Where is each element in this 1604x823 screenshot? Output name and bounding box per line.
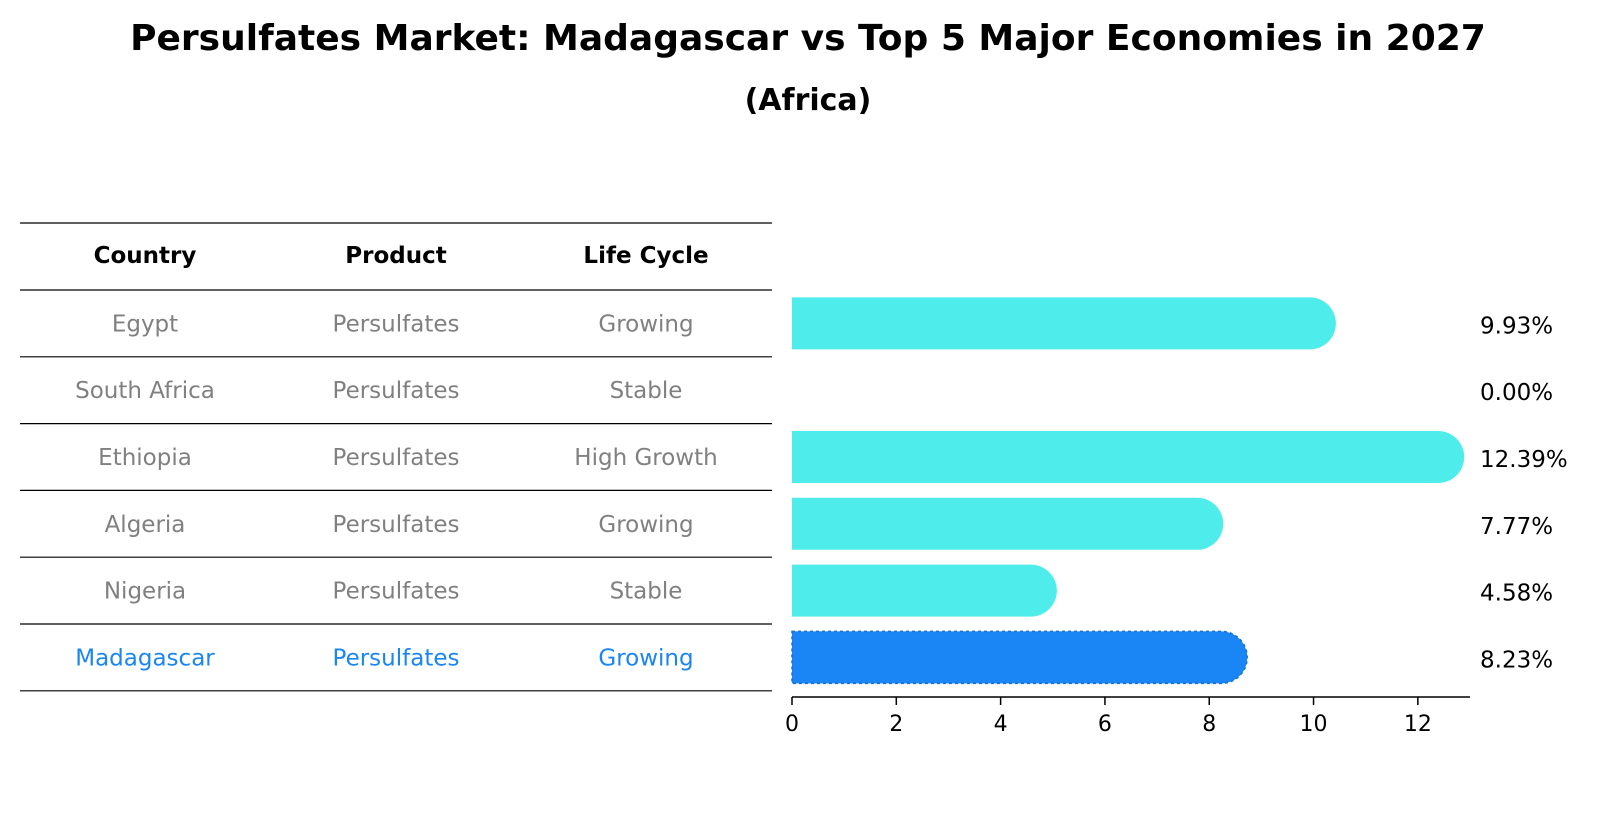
table-cell-country: Egypt xyxy=(112,311,178,337)
x-tick-label: 12 xyxy=(1404,712,1432,737)
bar xyxy=(792,297,1336,350)
table-cell-life-cycle: High Growth xyxy=(574,445,717,471)
bar-value-label: 0.00% xyxy=(1480,380,1553,406)
bar xyxy=(792,564,1057,617)
table-cell-product: Persulfates xyxy=(333,512,460,538)
bar-highlight xyxy=(791,630,1248,685)
table-header-country: Country xyxy=(94,243,197,269)
table-cell-life-cycle: Growing xyxy=(598,645,693,671)
table-header-life-cycle: Life Cycle xyxy=(583,243,708,269)
x-tick-label: 4 xyxy=(994,712,1008,737)
bar xyxy=(792,431,1465,483)
table-cell-life-cycle: Growing xyxy=(598,512,693,538)
bar-value-label: 9.93% xyxy=(1480,313,1553,339)
table-cell-life-cycle: Stable xyxy=(610,579,683,605)
table-cell-country: Ethiopia xyxy=(98,445,192,471)
bar-plot: 9.93% 0.00% 12.39% 7.77% 4.58% 8.23% xyxy=(791,297,1568,685)
bar xyxy=(792,497,1224,550)
table-cell-product: Persulfates xyxy=(333,378,460,404)
x-tick-label: 0 xyxy=(785,712,799,737)
bar-value-label: 12.39% xyxy=(1480,447,1568,473)
x-tick-label: 6 xyxy=(1098,712,1112,737)
bar-value-label: 8.23% xyxy=(1480,647,1553,673)
table-cell-country: South Africa xyxy=(75,378,215,404)
table-cell-life-cycle: Growing xyxy=(598,311,693,337)
table-cell-country: Madagascar xyxy=(75,645,215,671)
x-axis: 0 2 4 6 8 10 12 xyxy=(785,696,1470,737)
table-cell-life-cycle: Stable xyxy=(610,378,683,404)
table-cell-product: Persulfates xyxy=(333,645,460,671)
table-header-product: Product xyxy=(345,243,446,269)
table-cell-product: Persulfates xyxy=(333,311,460,337)
chart-title: Persulfates Market: Madagascar vs Top 5 … xyxy=(130,18,1486,59)
chart-subtitle: (Africa) xyxy=(745,83,872,118)
x-tick-label: 10 xyxy=(1300,712,1328,737)
table-cell-product: Persulfates xyxy=(333,579,460,605)
bar-value-label: 4.58% xyxy=(1480,581,1553,607)
x-tick-label: 8 xyxy=(1202,712,1216,737)
x-tick-label: 2 xyxy=(889,712,903,737)
bar-value-label: 7.77% xyxy=(1480,514,1553,540)
table-cell-country: Algeria xyxy=(105,512,186,538)
table-cell-product: Persulfates xyxy=(333,445,460,471)
table-cell-country: Nigeria xyxy=(104,579,186,605)
data-table: Country Product Life Cycle Egypt Persulfa… xyxy=(20,222,772,692)
